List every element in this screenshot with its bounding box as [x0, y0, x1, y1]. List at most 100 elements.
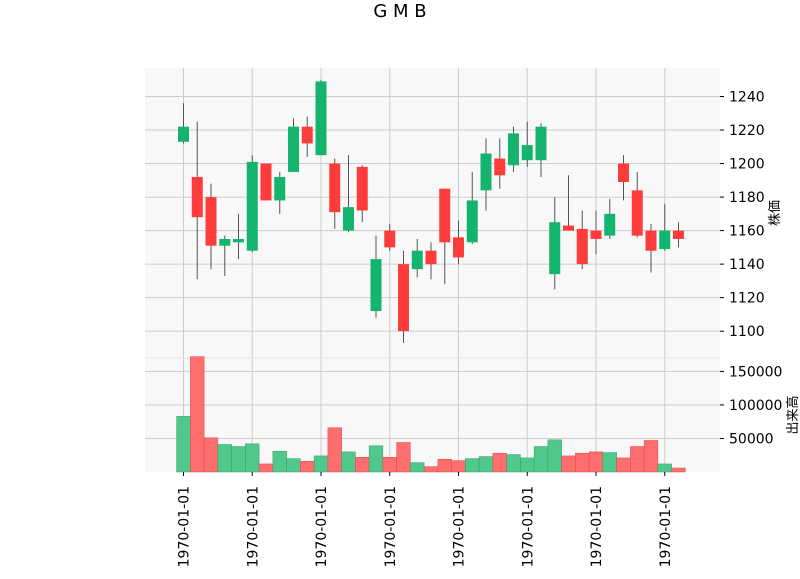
volume-bar: [478, 456, 494, 473]
volume-bar: [258, 463, 274, 473]
volume-bar: [451, 460, 466, 473]
x-tick-label: 1970-01-01: [245, 486, 261, 567]
candle-body: [439, 188, 451, 243]
candle-body: [535, 126, 547, 161]
price-tick-label: 1100: [729, 324, 765, 340]
volume-bar: [602, 452, 617, 473]
x-tick-label: 1970-01-01: [452, 486, 468, 567]
volume-bar: [327, 427, 342, 473]
candle-body: [233, 238, 244, 243]
price-tick-label: 1200: [729, 157, 765, 173]
candle-body: [329, 163, 341, 213]
volume-bar: [231, 446, 246, 473]
candle-body: [411, 250, 423, 270]
volume-bar: [616, 457, 631, 473]
volume-axis-label: 出来高: [785, 395, 800, 434]
candle-body: [274, 176, 286, 201]
candle-body: [219, 238, 231, 246]
volume-bar: [368, 445, 384, 473]
candle-body: [631, 190, 643, 236]
volume-bar: [190, 356, 205, 473]
x-tick-label: 1970-01-01: [314, 486, 330, 567]
price-tick-label: 1180: [729, 190, 765, 206]
volume-bar: [533, 446, 549, 473]
volume-tick-label: 50000: [729, 431, 774, 447]
candle-body: [604, 213, 616, 236]
price-tick-label: 1140: [729, 257, 765, 273]
candle-body: [508, 133, 519, 166]
candle-body: [453, 237, 464, 258]
candle-body: [563, 225, 574, 231]
price-plot-area: [145, 68, 720, 358]
candle-body: [205, 197, 217, 246]
volume-axis-ticks: 50000 100000 150000: [720, 364, 782, 447]
candle-body: [425, 250, 437, 265]
candles: [178, 79, 684, 343]
volume-bar: [643, 440, 659, 473]
volume-bar: [465, 458, 480, 473]
chart-title: G M B: [373, 1, 426, 22]
candle-body: [645, 230, 657, 251]
volume-bar: [382, 456, 397, 473]
candle-body: [260, 163, 272, 201]
volume-tick-label: 150000: [729, 364, 782, 380]
volume-bar: [520, 457, 535, 473]
price-axis-ticks: 1100 1120 1140 1160 1180 1200 1220 1240: [720, 89, 765, 340]
volume-bar: [575, 452, 590, 473]
volume-bar: [423, 466, 439, 473]
volume-bar: [272, 450, 287, 473]
volume-bar: [630, 446, 645, 473]
price-tick-label: 1160: [729, 224, 765, 240]
candle-body: [398, 264, 409, 332]
candle-body: [549, 222, 561, 275]
x-tick-label: 1970-01-01: [520, 486, 536, 567]
volume-bar: [492, 452, 507, 473]
gridlines: [145, 68, 720, 472]
volume-bar: [313, 455, 329, 473]
x-tick-label: 1970-01-01: [177, 486, 193, 567]
volume-bars: [176, 356, 686, 473]
volume-bar: [547, 439, 562, 473]
candle-body: [576, 228, 588, 265]
candle-body: [356, 166, 368, 211]
volume-bar: [657, 463, 672, 473]
candle-body: [178, 126, 189, 142]
price-tick-label: 1240: [729, 89, 765, 105]
candle-body: [466, 200, 478, 243]
volume-bar: [410, 462, 425, 473]
volume-bar: [217, 444, 232, 473]
candle-body: [246, 161, 258, 251]
price-tick-label: 1120: [729, 291, 765, 307]
volume-bar: [588, 451, 604, 473]
x-tick-label: 1970-01-01: [383, 486, 399, 567]
candle-body: [521, 145, 533, 161]
candle-body: [370, 259, 382, 312]
volume-bar: [671, 467, 686, 473]
price-axis-label: 株価: [768, 200, 783, 226]
volume-bar: [561, 455, 576, 473]
volume-bar: [245, 443, 260, 473]
volume-bar: [506, 454, 521, 473]
x-tick-label: 1970-01-01: [658, 486, 674, 567]
candle-body: [618, 163, 629, 182]
candle-body: [191, 176, 203, 218]
volume-bar: [176, 416, 191, 473]
volume-bar: [341, 451, 356, 473]
volume-bar: [437, 459, 452, 473]
volume-bar: [396, 442, 411, 473]
candle-body: [301, 126, 313, 144]
price-tick-label: 1220: [729, 123, 765, 139]
x-axis-ticks: 1970-01-01 1970-01-01 1970-01-01 1970-01-01…: [177, 472, 674, 567]
candle-body: [673, 230, 684, 239]
candle-body: [590, 230, 602, 239]
volume-bar: [300, 461, 315, 473]
candle-body: [343, 207, 354, 231]
candle-body: [288, 126, 299, 172]
candle-body: [494, 158, 506, 176]
x-tick-label: 1970-01-01: [589, 486, 605, 567]
volume-bar: [203, 437, 219, 473]
volume-bar: [355, 456, 370, 473]
candle-body: [384, 230, 396, 248]
candle-body: [480, 153, 492, 191]
